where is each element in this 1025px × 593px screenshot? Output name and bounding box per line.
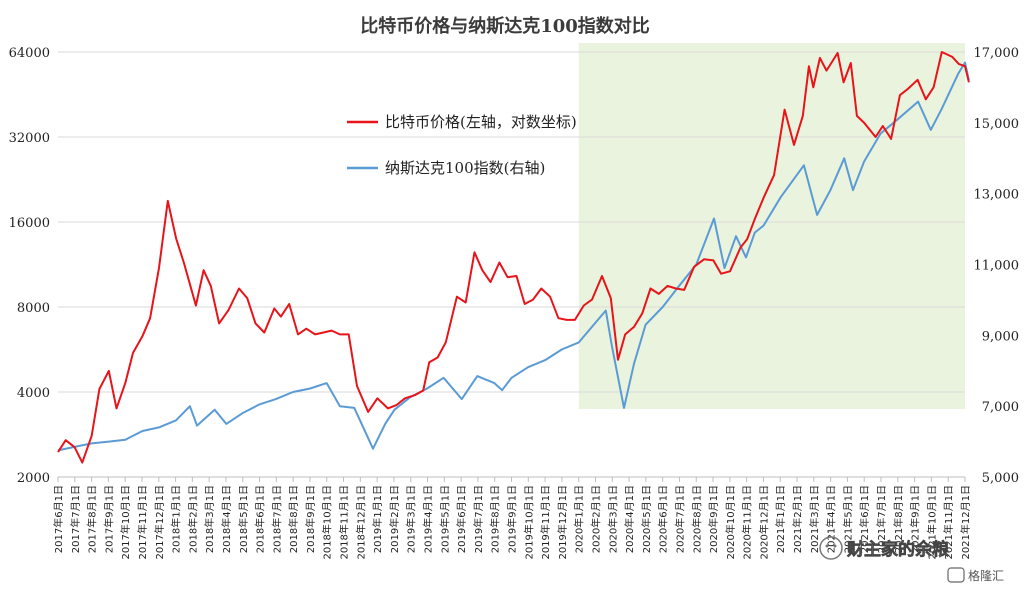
x-tick-label: 2020年4月1日 xyxy=(623,485,636,553)
x-tick-label: 2019年10月1日 xyxy=(522,485,535,560)
right-tick-label: 15,000 xyxy=(974,117,1020,132)
x-tick-label: 2020年7月1日 xyxy=(673,485,686,553)
x-tick-label: 2018年2月1日 xyxy=(186,485,199,553)
x-tick-label: 2018年8月1日 xyxy=(287,485,300,553)
series-layer xyxy=(57,51,970,464)
x-tick-label: 2021年5月1日 xyxy=(841,485,854,553)
x-tick-label: 2019年6月1日 xyxy=(455,485,468,553)
x-tick-label: 2021年4月1日 xyxy=(825,485,838,553)
right-tick-label: 13,000 xyxy=(974,188,1020,203)
x-tick-label: 2020年11月1日 xyxy=(741,485,754,560)
x-tick-label: 2018年11月1日 xyxy=(338,485,351,560)
x-tick-label: 2018年1月1日 xyxy=(170,485,183,553)
x-tick-label: 2019年1月1日 xyxy=(371,485,384,553)
x-tick-label: 2020年2月1日 xyxy=(589,485,602,553)
x-tick-label: 2017年9月1日 xyxy=(102,485,115,553)
watermark-text: 财主家的余粮 xyxy=(846,539,949,560)
legend-label-btc: 比特币价格(左轴，对数坐标) xyxy=(385,113,577,131)
x-tick-label: 2019年4月1日 xyxy=(422,485,435,553)
x-tick-label: 2020年6月1日 xyxy=(657,485,670,553)
brand-logo-icon xyxy=(947,567,965,583)
x-tick-label: 2021年3月1日 xyxy=(808,485,821,553)
legend: 比特币价格(左轴，对数坐标) 纳斯达克100指数(右轴) xyxy=(347,113,577,177)
x-tick-label: 2020年1月1日 xyxy=(573,485,586,553)
x-tick-label: 2019年5月1日 xyxy=(438,485,451,553)
x-tick-label: 2018年9月1日 xyxy=(304,485,317,553)
left-tick-label: 64000 xyxy=(9,46,50,61)
left-tick-label: 2000 xyxy=(17,471,50,486)
x-tick-label: 2020年12月1日 xyxy=(757,485,770,560)
x-tick-label: 2019年11月1日 xyxy=(539,485,552,560)
x-tick-label: 2017年10月1日 xyxy=(119,485,132,560)
x-tick-label: 2018年7月1日 xyxy=(270,485,283,553)
x-tick-label: 2019年12月1日 xyxy=(556,485,569,560)
wechat-icon-eye-left xyxy=(825,544,829,548)
left-tick-label: 16000 xyxy=(9,216,50,231)
x-tick-label: 2020年3月1日 xyxy=(606,485,619,553)
x-tick-label: 2017年7月1日 xyxy=(69,485,82,553)
x-tick-label: 2019年3月1日 xyxy=(405,485,418,553)
wechat-icon xyxy=(819,536,843,560)
x-tick-label: 2019年9月1日 xyxy=(506,485,519,553)
x-tick-label: 2020年8月1日 xyxy=(690,485,703,553)
series-line-ndx xyxy=(57,61,970,452)
highlight-region-layer xyxy=(578,43,965,409)
x-tick-label: 2017年8月1日 xyxy=(86,485,99,553)
x-tick-label: 2020年9月1日 xyxy=(707,485,720,553)
x-tick-label: 2021年2月1日 xyxy=(791,485,804,553)
x-tick-label: 2017年12月1日 xyxy=(153,485,166,560)
x-tick-label: 2019年2月1日 xyxy=(388,485,401,553)
x-tick-label: 2021年8月1日 xyxy=(892,485,905,553)
highlight-region xyxy=(578,43,965,409)
x-tick-label: 2018年4月1日 xyxy=(220,485,233,553)
x-tick-label: 2021年9月1日 xyxy=(909,485,922,553)
legend-label-ndx: 纳斯达克100指数(右轴) xyxy=(385,159,545,177)
x-tick-label: 2021年1月1日 xyxy=(774,485,787,553)
axes-layer: 2000 4000 8000 16000 32000 64000 5,000 7,000 9,0… xyxy=(9,46,1019,560)
x-tick-label: 2021年10月1日 xyxy=(925,485,938,560)
x-tick-label: 2021年7月1日 xyxy=(875,485,888,553)
left-tick-label: 8000 xyxy=(17,301,50,316)
x-tick-label: 2018年3月1日 xyxy=(203,485,216,553)
right-tick-label: 7,000 xyxy=(982,400,1019,415)
x-tick-label: 2021年11月1日 xyxy=(942,485,955,560)
x-tick-label: 2018年6月1日 xyxy=(254,485,267,553)
right-tick-label: 11,000 xyxy=(974,259,1020,274)
x-tick-label: 2018年5月1日 xyxy=(237,485,250,553)
x-tick-label: 2020年10月1日 xyxy=(724,485,737,560)
right-tick-label: 9,000 xyxy=(982,329,1019,344)
x-tick-label: 2020年5月1日 xyxy=(640,485,653,553)
x-tick-label: 2019年8月1日 xyxy=(489,485,502,553)
x-tick-label: 2017年11月1日 xyxy=(136,485,149,560)
left-tick-label: 4000 xyxy=(17,386,50,401)
wechat-icon-eye-right xyxy=(833,544,837,548)
x-tick-label: 2021年6月1日 xyxy=(858,485,871,553)
watermark: 财主家的余粮 格隆汇 xyxy=(819,536,1004,583)
right-tick-label: 5,000 xyxy=(982,471,1019,486)
left-tick-label: 32000 xyxy=(9,131,50,146)
series-line-btc xyxy=(57,51,970,464)
x-tick-label: 2017年6月1日 xyxy=(52,485,65,553)
chart-title: 比特币价格与纳斯达克100指数对比 xyxy=(360,15,650,37)
grid-layer xyxy=(58,51,965,393)
x-tick-label: 2021年12月1日 xyxy=(959,485,972,560)
right-tick-label: 17,000 xyxy=(974,46,1020,61)
x-tick-label: 2019年7月1日 xyxy=(472,485,485,553)
x-tick-label: 2018年10月1日 xyxy=(321,485,334,560)
watermark-brand: 格隆汇 xyxy=(968,568,1004,583)
x-tick-label: 2018年12月1日 xyxy=(354,485,367,560)
